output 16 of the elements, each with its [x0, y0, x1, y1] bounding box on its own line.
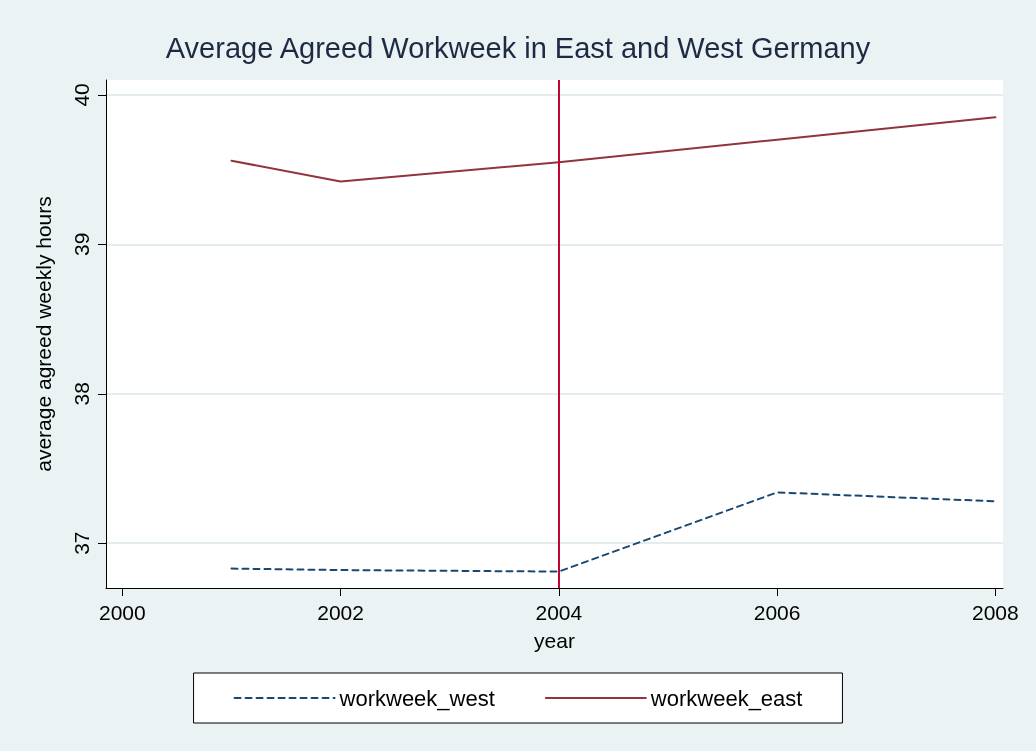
line-series [230, 491, 997, 573]
legend-label: workweek_east [649, 685, 803, 711]
y-tick-label: 40 [70, 83, 93, 107]
chart-title: Average Agreed Workweek in East and West Germany [165, 31, 871, 64]
x-tick-label: 2004 [535, 601, 583, 624]
y-tick-label: 37 [70, 531, 93, 555]
x-tick-label: 2000 [99, 601, 146, 624]
x-axis-title: year [534, 629, 575, 652]
y-axis-title: average agreed weekly hours [32, 196, 55, 472]
legend-label: workweek_west [338, 685, 495, 711]
x-tick-label: 2002 [317, 601, 364, 624]
x-tick-label: 2006 [753, 601, 801, 624]
y-tick-label: 39 [70, 232, 93, 257]
y-tick-label: 38 [70, 382, 93, 406]
line-series [230, 116, 997, 183]
x-tick-label: 2008 [972, 601, 1019, 624]
